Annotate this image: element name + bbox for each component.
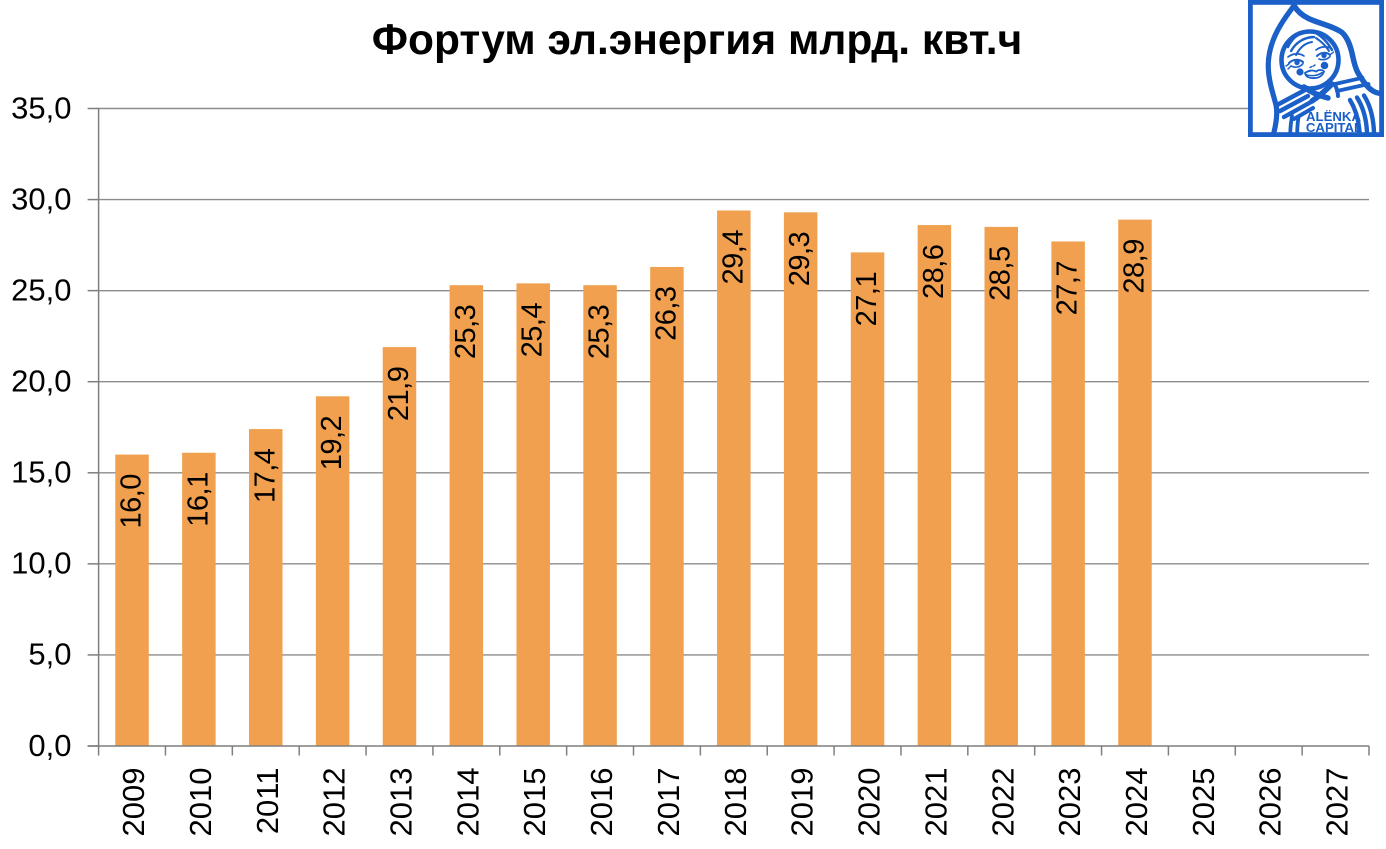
svg-text:2024: 2024 (1119, 768, 1154, 837)
svg-text:19,2: 19,2 (316, 416, 348, 470)
svg-text:21,9: 21,9 (383, 367, 415, 421)
svg-text:26,3: 26,3 (650, 286, 682, 340)
svg-text:2027: 2027 (1320, 768, 1355, 837)
svg-text:16,0: 16,0 (116, 474, 148, 528)
svg-text:0,0: 0,0 (28, 728, 71, 763)
svg-text:29,3: 29,3 (784, 232, 816, 286)
svg-text:2012: 2012 (317, 768, 352, 837)
svg-text:28,5: 28,5 (985, 246, 1017, 300)
svg-text:27,1: 27,1 (851, 272, 883, 326)
svg-text:25,0: 25,0 (11, 272, 71, 307)
svg-text:28,6: 28,6 (918, 245, 950, 299)
svg-text:2023: 2023 (1052, 768, 1087, 837)
svg-text:2025: 2025 (1186, 768, 1221, 837)
svg-text:ALËNKA: ALËNKA (1306, 109, 1361, 124)
svg-text:CAPITAL: CAPITAL (1306, 120, 1362, 135)
svg-text:10,0: 10,0 (11, 546, 71, 581)
svg-text:35,0: 35,0 (11, 90, 71, 125)
svg-text:2014: 2014 (450, 768, 485, 837)
svg-text:2016: 2016 (584, 768, 619, 837)
svg-text:17,4: 17,4 (249, 448, 281, 503)
svg-text:25,3: 25,3 (450, 305, 482, 359)
svg-text:Фортум эл.энергия млрд. квт.ч: Фортум эл.энергия млрд. квт.ч (372, 17, 1023, 64)
svg-text:2026: 2026 (1253, 768, 1288, 837)
svg-text:2021: 2021 (918, 768, 953, 837)
svg-text:28,9: 28,9 (1118, 239, 1150, 293)
svg-text:27,7: 27,7 (1052, 261, 1084, 315)
svg-text:2020: 2020 (852, 768, 887, 837)
svg-text:30,0: 30,0 (11, 181, 71, 216)
svg-text:15,0: 15,0 (11, 455, 71, 490)
svg-text:2018: 2018 (718, 768, 753, 837)
svg-text:2019: 2019 (785, 768, 820, 837)
svg-text:2017: 2017 (651, 768, 686, 837)
svg-text:25,3: 25,3 (584, 305, 616, 359)
svg-text:2022: 2022 (985, 768, 1020, 837)
svg-text:5,0: 5,0 (28, 637, 71, 672)
svg-text:16,1: 16,1 (182, 472, 214, 526)
svg-text:2011: 2011 (250, 768, 285, 835)
svg-text:29,4: 29,4 (717, 230, 749, 285)
svg-text:2015: 2015 (517, 768, 552, 837)
svg-text:2009: 2009 (116, 768, 151, 837)
svg-text:2013: 2013 (383, 768, 418, 837)
svg-text:20,0: 20,0 (11, 364, 71, 399)
svg-text:25,4: 25,4 (517, 302, 549, 357)
svg-text:2010: 2010 (183, 768, 218, 837)
